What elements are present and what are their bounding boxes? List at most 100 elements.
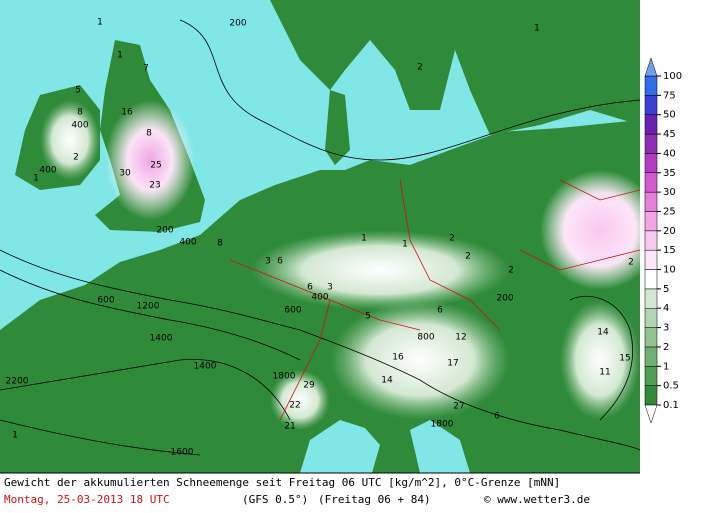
map-label: 400 — [71, 121, 88, 131]
legend-band — [644, 153, 658, 174]
map-label: 400 — [39, 166, 56, 176]
legend-label: 4 — [663, 303, 669, 314]
legend-above — [644, 57, 658, 77]
legend-label: 3 — [663, 323, 669, 334]
legend-label: 30 — [663, 187, 676, 198]
map-label: 1 — [12, 431, 18, 441]
caption-date: Montag, 25-03-2013 18 UTC — [4, 493, 170, 506]
map-label: 14 — [381, 376, 393, 386]
legend-band — [644, 133, 658, 154]
snow-alps — [330, 300, 510, 420]
legend-band — [644, 249, 658, 270]
legend-label: 15 — [663, 245, 676, 256]
map-label: 8 — [77, 108, 83, 118]
map-label: 27 — [453, 402, 464, 412]
snow-ireland — [40, 100, 100, 180]
map-label: 8 — [146, 129, 152, 139]
caption-title: Gewicht der akkumulierten Schneemenge se… — [4, 476, 560, 489]
map-label: 200 — [229, 19, 246, 29]
map-label: 3 — [265, 257, 271, 267]
map-label: 5 — [75, 86, 81, 96]
map-label: 1400 — [150, 334, 173, 344]
map-label: 200 — [156, 226, 173, 236]
snow-uk — [105, 100, 195, 220]
legend-band — [644, 346, 658, 367]
map-label: 6 — [307, 283, 313, 293]
denmark — [325, 90, 350, 165]
legend-band — [644, 307, 658, 328]
map-label: 400 — [179, 238, 196, 248]
legend-band — [644, 114, 658, 135]
legend-band — [644, 191, 658, 212]
legend-label: 10 — [663, 265, 676, 276]
map-label: 8 — [217, 239, 223, 249]
map-label: 22 — [289, 401, 300, 411]
map-label: 6 — [437, 306, 443, 316]
map-label: 1400 — [194, 362, 217, 372]
map-label: 1200 — [137, 302, 160, 312]
legend-band — [644, 385, 658, 406]
legend-label: 1 — [663, 361, 669, 372]
map-label: 1 — [534, 24, 540, 34]
legend-band — [644, 230, 658, 251]
legend-label: 0.1 — [663, 400, 679, 411]
map-label: 400 — [311, 293, 328, 303]
map-label: 16 — [392, 353, 404, 363]
map-label: 12 — [455, 333, 466, 343]
map-label: 2 — [465, 252, 471, 262]
map-label: 2 — [508, 266, 514, 276]
map-label: 29 — [303, 381, 315, 391]
map-label: 800 — [417, 333, 434, 343]
scandinavia — [270, 0, 640, 135]
legend-label: 45 — [663, 129, 676, 140]
legend-label: 2 — [663, 342, 669, 353]
map-label: 600 — [284, 306, 301, 316]
legend-band — [644, 172, 658, 193]
legend-label: 35 — [663, 168, 676, 179]
legend-band — [644, 288, 658, 309]
map-label: 23 — [149, 181, 160, 191]
caption-run: (Freitag 06 + 84) — [318, 493, 431, 506]
legend-label: 50 — [663, 110, 676, 121]
map-label: 2 — [73, 153, 79, 163]
legend-band — [644, 75, 658, 96]
adriatic — [410, 420, 470, 473]
map-label: 1 — [361, 234, 367, 244]
map-label: 1 — [402, 240, 408, 250]
legend-label: 20 — [663, 226, 676, 237]
map-label: 7 — [143, 64, 149, 74]
legend-band — [644, 211, 658, 232]
map-label: 15 — [619, 354, 630, 364]
legend-label: 40 — [663, 148, 676, 159]
map-label: 1800 — [431, 420, 454, 430]
borders — [229, 179, 641, 421]
map-label: 2 — [628, 258, 634, 268]
map-label: 30 — [119, 169, 131, 179]
legend-band — [644, 95, 658, 115]
legend-label: 5 — [663, 284, 669, 295]
legend-below — [644, 404, 658, 424]
map-label: 600 — [97, 296, 114, 306]
map-label: 5 — [365, 312, 371, 322]
map-label: 16 — [121, 108, 133, 118]
map-label: 2 — [417, 63, 423, 73]
map-label: 11 — [599, 368, 610, 378]
map-label: 17 — [447, 359, 458, 369]
map-label: 1 — [117, 51, 123, 61]
snow-massif — [270, 370, 330, 430]
snow-central — [250, 230, 510, 310]
legend-band — [644, 366, 658, 386]
map-label: 1800 — [273, 372, 296, 382]
snow-balkan — [560, 300, 640, 420]
map — [0, 0, 660, 473]
map-label: 1600 — [171, 448, 194, 458]
map-label: 2 — [449, 234, 455, 244]
map-label: 1 — [97, 18, 103, 28]
map-label: 3 — [327, 283, 333, 293]
map-label: 6 — [277, 257, 283, 267]
legend-label: 0.5 — [663, 381, 679, 392]
caption-model: (GFS 0.5°) — [242, 493, 308, 506]
